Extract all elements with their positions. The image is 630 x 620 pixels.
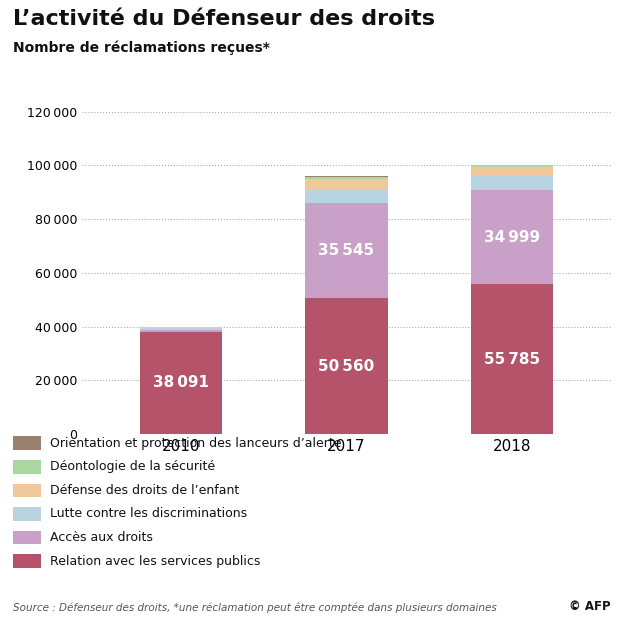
- Text: 34 999: 34 999: [484, 229, 540, 245]
- Bar: [305, 177, 388, 179]
- Text: Accès aux droits: Accès aux droits: [50, 531, 153, 544]
- Text: Source : Défenseur des droits, *une réclamation peut être comptée dans plusieurs: Source : Défenseur des droits, *une récl…: [13, 602, 496, 613]
- Bar: [305, 188, 388, 203]
- Bar: [471, 190, 553, 284]
- Bar: [305, 176, 388, 177]
- Bar: [471, 167, 553, 175]
- Bar: [140, 328, 222, 330]
- Bar: [305, 179, 388, 188]
- Text: Relation avec les services publics: Relation avec les services publics: [50, 555, 261, 567]
- Bar: [305, 203, 388, 298]
- Text: Déontologie de la sécurité: Déontologie de la sécurité: [50, 461, 215, 473]
- Text: 55 785: 55 785: [484, 352, 540, 366]
- Text: Nombre de réclamations reçues*: Nombre de réclamations reçues*: [13, 40, 270, 55]
- Text: 50 560: 50 560: [318, 358, 375, 374]
- Bar: [471, 175, 553, 190]
- Bar: [140, 327, 222, 328]
- Text: 38 091: 38 091: [153, 375, 209, 391]
- Text: Orientation et protection des lanceurs d’alerte: Orientation et protection des lanceurs d…: [50, 437, 342, 450]
- Bar: [471, 165, 553, 167]
- Text: Lutte contre les discriminations: Lutte contre les discriminations: [50, 508, 248, 520]
- Text: 35 545: 35 545: [318, 243, 375, 258]
- Text: Défense des droits de l’enfant: Défense des droits de l’enfant: [50, 484, 239, 497]
- Bar: [471, 284, 553, 434]
- Text: © AFP: © AFP: [570, 600, 611, 613]
- Bar: [140, 332, 222, 434]
- Bar: [140, 330, 222, 332]
- Text: L’activité du Défenseur des droits: L’activité du Défenseur des droits: [13, 9, 435, 29]
- Bar: [305, 298, 388, 434]
